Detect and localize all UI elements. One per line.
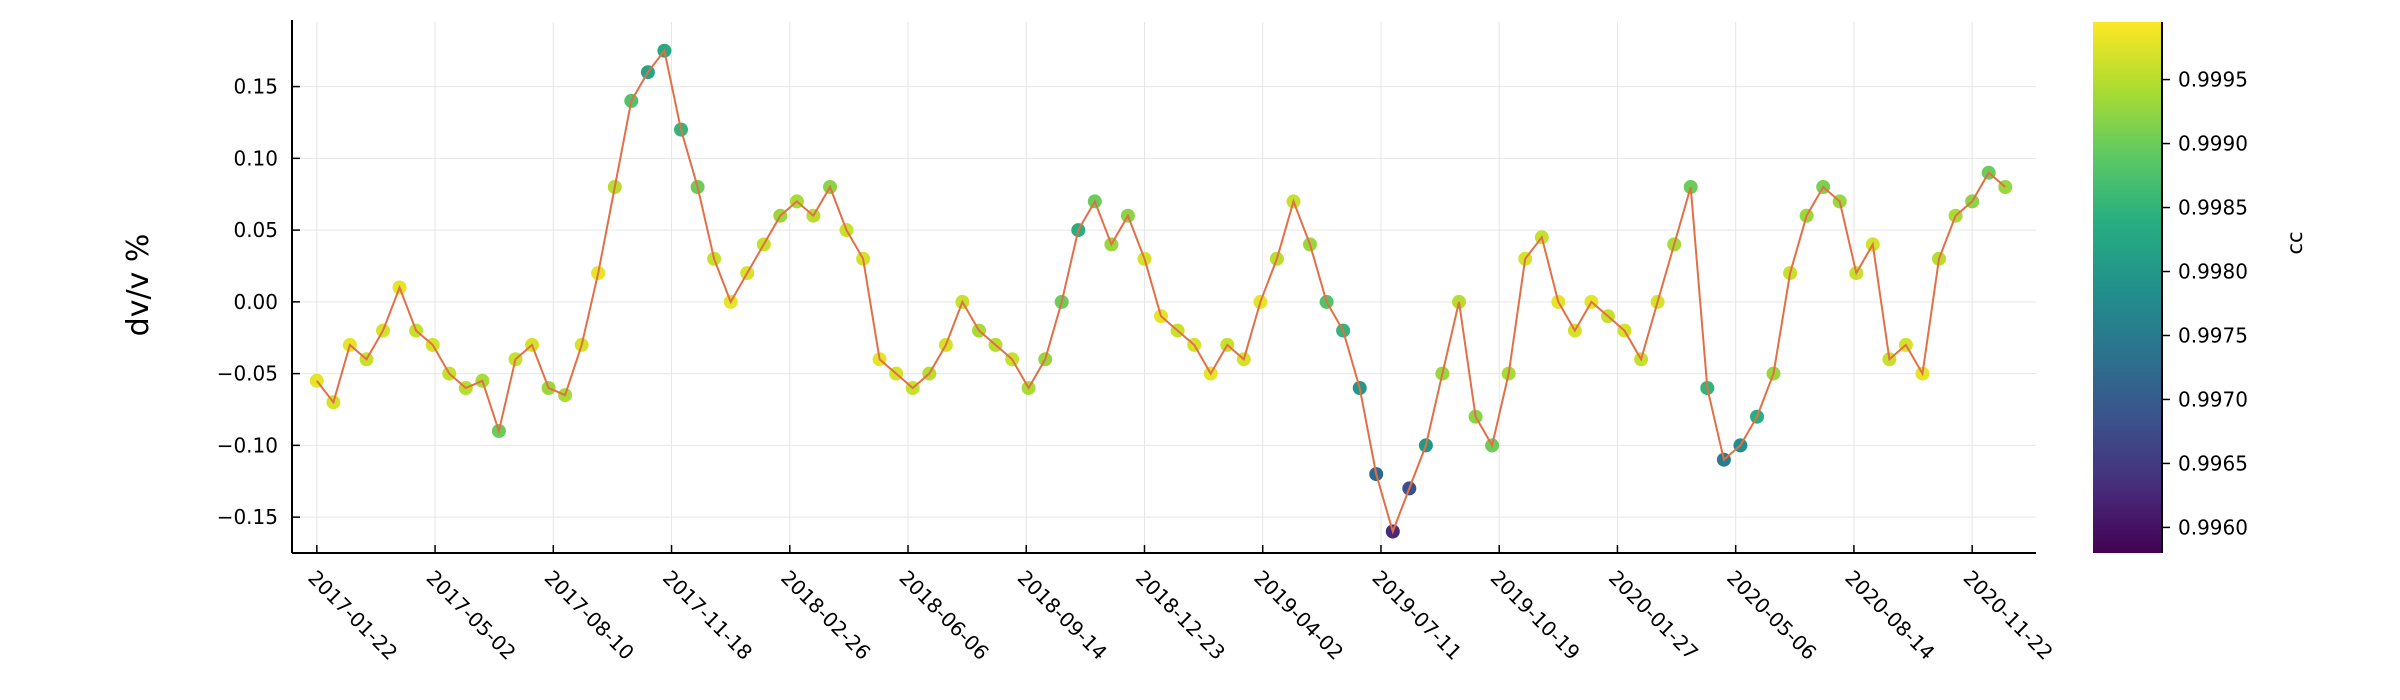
y-tick-label: 0.00 xyxy=(233,290,278,314)
x-tick-label: 2019-04-02 xyxy=(1249,566,1348,665)
tick-labels: −0.15 −0.10 −0.05 0.00 0.05 0.10 0.15 2017-01-2… xyxy=(217,75,2058,665)
x-tick-label: 2020-01-27 xyxy=(1604,566,1703,665)
series-line xyxy=(316,48,2006,535)
x-tick-label: 2018-12-23 xyxy=(1131,566,1230,665)
colorbar-tick-label: 0.9985 xyxy=(2178,196,2248,220)
colorbar-tick-label: 0.9980 xyxy=(2178,260,2248,284)
x-tick-label: 2020-11-22 xyxy=(1959,566,2058,665)
x-tick-label: 2020-05-06 xyxy=(1722,566,1821,665)
x-tick-label: 2018-09-14 xyxy=(1013,566,1112,665)
x-tick-label: 2020-08-14 xyxy=(1840,566,1939,665)
x-tick-label: 2017-08-10 xyxy=(540,566,639,665)
x-tick-label: 2017-11-18 xyxy=(658,566,757,665)
y-tick-label: 0.10 xyxy=(233,146,278,170)
colorbar-tick-label: 0.9990 xyxy=(2178,132,2248,156)
colorbar-gradient xyxy=(2093,22,2162,553)
x-tick-label: 2018-02-26 xyxy=(776,566,875,665)
y-tick-label: 0.05 xyxy=(233,218,278,242)
y-tick-label: −0.10 xyxy=(217,433,278,457)
plot-axes xyxy=(291,20,2036,554)
grid-lines xyxy=(292,22,2036,553)
y-axis-title: dv/v % xyxy=(121,234,156,337)
colorbar-title: cc xyxy=(2283,231,2307,254)
x-tick-label: 2018-06-06 xyxy=(894,566,993,665)
y-tick-label: −0.15 xyxy=(217,505,278,529)
y-tick-label: 0.15 xyxy=(233,75,278,99)
x-tick-label: 2017-05-02 xyxy=(422,566,521,665)
x-tick-label: 2017-01-22 xyxy=(303,566,402,665)
colorbar-tick-label: 0.9965 xyxy=(2178,451,2248,475)
colorbar-tick-label: 0.9975 xyxy=(2178,323,2248,347)
colorbar-tick-label: 0.9960 xyxy=(2178,515,2248,539)
data-layer xyxy=(309,43,2013,539)
x-tick-label: 2019-10-19 xyxy=(1486,566,1585,665)
colorbar-tick-label: 0.9995 xyxy=(2178,68,2248,92)
y-tick-label: −0.05 xyxy=(217,362,278,386)
colorbar: 0.9960 0.9965 0.9970 0.9975 0.9980 0.9985 0.99… xyxy=(2093,22,2248,553)
x-tick-label: 2019-07-11 xyxy=(1367,566,1466,665)
colorbar-tick-label: 0.9970 xyxy=(2178,387,2248,411)
